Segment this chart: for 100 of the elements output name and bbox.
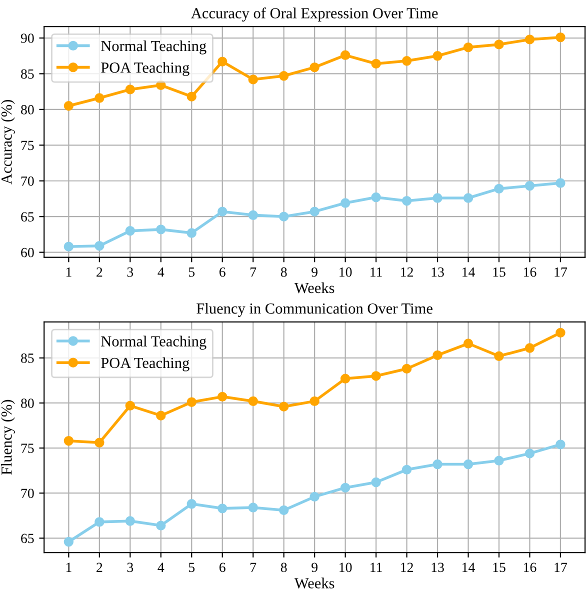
x-tick-label: 16 (524, 562, 536, 572)
point (156, 520, 166, 530)
point (186, 499, 196, 509)
point (340, 198, 350, 208)
x-tick-label: 15 (493, 562, 506, 572)
y-tick-label: 85 (21, 354, 34, 363)
point (186, 92, 196, 102)
point (64, 436, 74, 446)
x-tick-label: 6 (219, 562, 226, 572)
x-tick-label: 4 (158, 562, 164, 572)
point (463, 338, 474, 348)
point (524, 34, 535, 44)
point (340, 374, 350, 384)
point (371, 371, 381, 381)
point (94, 241, 104, 251)
x-tick-label: 9 (312, 562, 318, 572)
point (218, 392, 228, 402)
point (556, 328, 566, 338)
x-tick-label: 11 (370, 562, 382, 572)
legend-label: Normal Teaching (101, 336, 206, 350)
point (310, 206, 320, 216)
point (94, 517, 104, 527)
legend-label: Normal Teaching (101, 40, 206, 54)
point (125, 226, 136, 236)
x-tick-label: 7 (250, 562, 256, 572)
x-tick-label: 1 (66, 267, 72, 277)
legend-label: POA Teaching (101, 357, 190, 372)
y-tick-label: 90 (20, 34, 34, 43)
y-tick-label: 70 (21, 488, 34, 498)
x-axis-title: Weeks (294, 282, 334, 294)
x-tick-label: 3 (127, 562, 134, 572)
point (248, 74, 258, 84)
y-tick-label: 65 (21, 534, 34, 544)
y-axis-title: Fluency (%) (1, 400, 15, 475)
point (218, 504, 228, 514)
x-tick-label: 15 (493, 267, 506, 277)
point (94, 438, 104, 448)
x-tick-label: 17 (554, 562, 568, 572)
point (125, 400, 136, 411)
point (463, 42, 474, 52)
point (432, 51, 442, 61)
point (64, 101, 74, 111)
point (494, 456, 504, 466)
point (125, 84, 136, 94)
y-tick-label: 85 (21, 69, 34, 79)
legend-label: POA Teaching (101, 62, 190, 76)
x-tick-label: 16 (524, 267, 536, 277)
point (186, 397, 196, 407)
x-axis-title: Weeks (294, 578, 334, 589)
y-tick-label: 75 (21, 444, 34, 454)
y-tick-label: 75 (21, 140, 34, 150)
point (310, 62, 320, 72)
x-tick-label: 13 (432, 562, 444, 572)
point (556, 440, 566, 450)
x-tick-label: 12 (401, 562, 413, 572)
point (524, 448, 535, 458)
point (371, 477, 381, 488)
x-tick-label: 7 (250, 268, 256, 277)
point (340, 50, 350, 60)
point (463, 459, 474, 470)
x-tick-label: 8 (280, 267, 287, 277)
x-tick-label: 9 (312, 267, 318, 277)
x-tick-label: 11 (370, 267, 382, 277)
y-axis-title: Accuracy (%) (1, 100, 15, 184)
point (463, 193, 474, 203)
point (494, 351, 504, 361)
x-tick-label: 6 (219, 267, 226, 277)
x-tick-label: 8 (280, 562, 287, 572)
point (432, 193, 442, 203)
point (432, 350, 442, 360)
point (340, 482, 350, 493)
point (278, 212, 289, 222)
x-tick-label: 10 (340, 267, 352, 277)
y-tick-label: 60 (21, 248, 34, 258)
point (186, 228, 196, 238)
chart-title: Accuracy of Oral Expression Over Time (191, 8, 438, 22)
point (310, 492, 320, 502)
point (218, 206, 228, 216)
point (278, 505, 289, 516)
x-tick-label: 14 (462, 267, 475, 277)
point (64, 536, 74, 547)
point (432, 459, 442, 470)
x-tick-label: 10 (340, 562, 352, 572)
x-tick-label: 2 (96, 562, 102, 572)
point (156, 224, 166, 234)
x-tick-label: 5 (188, 268, 195, 277)
point (556, 32, 566, 42)
point (371, 58, 381, 69)
x-tick-label: 4 (158, 268, 164, 277)
point (402, 196, 412, 206)
x-tick-label: 2 (96, 267, 102, 277)
point (494, 184, 504, 194)
y-tick-label: 80 (21, 105, 34, 114)
x-tick-label: 5 (188, 562, 195, 572)
point (248, 396, 258, 406)
point (156, 410, 166, 420)
point (494, 40, 504, 50)
point (402, 464, 412, 475)
point (125, 516, 136, 526)
point (524, 343, 535, 353)
